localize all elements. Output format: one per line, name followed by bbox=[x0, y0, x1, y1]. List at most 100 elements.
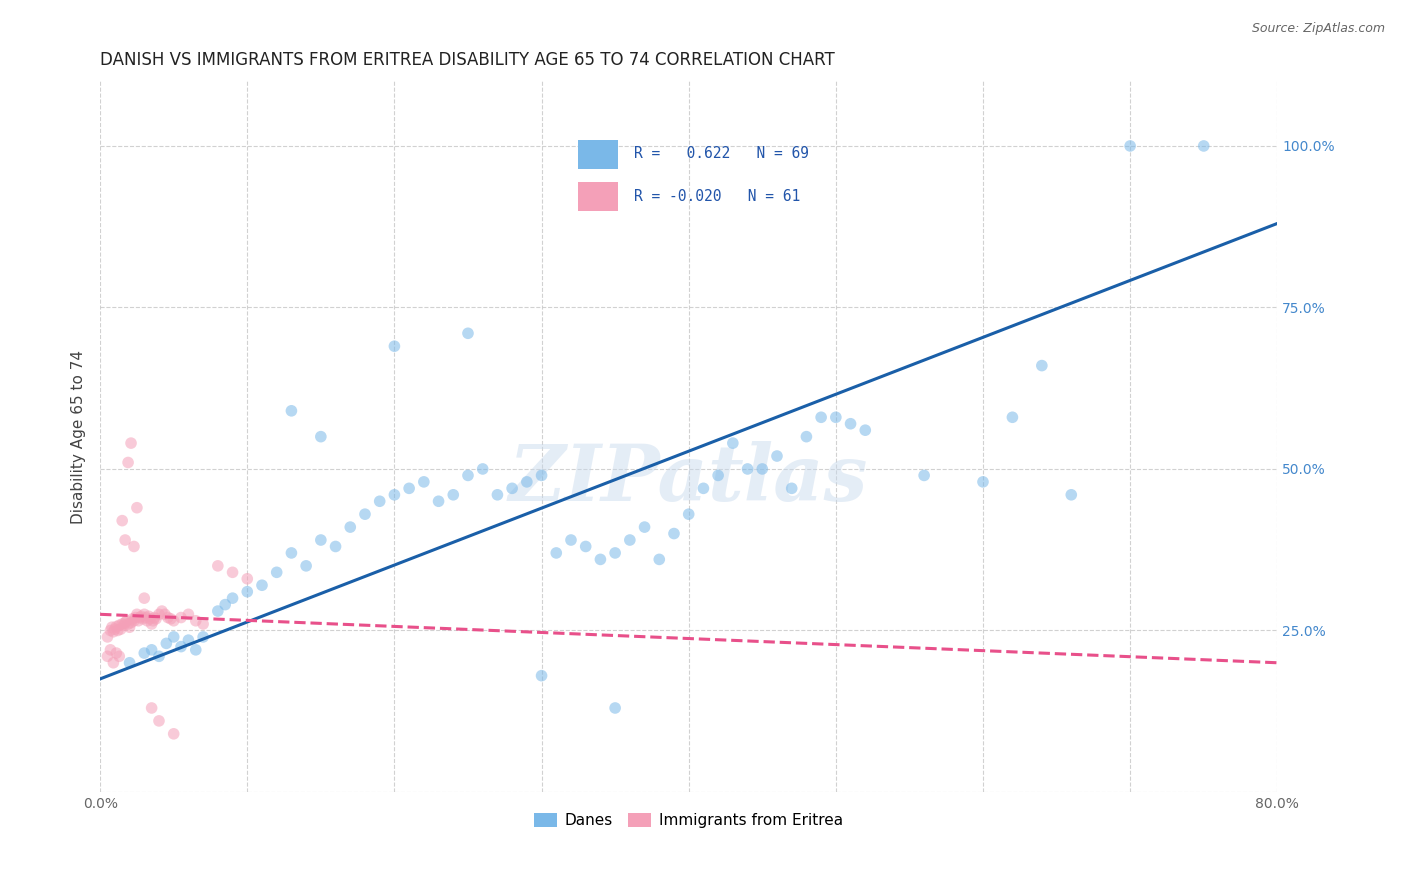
Point bbox=[810, 410, 832, 425]
Point bbox=[114, 615, 136, 630]
Point bbox=[236, 584, 259, 599]
Point bbox=[471, 462, 494, 476]
Point bbox=[191, 630, 214, 644]
Point bbox=[118, 656, 141, 670]
Point bbox=[662, 526, 685, 541]
Point bbox=[221, 566, 243, 580]
Point bbox=[501, 481, 523, 495]
Point bbox=[1001, 410, 1024, 425]
Point bbox=[134, 607, 156, 622]
Point bbox=[170, 610, 193, 624]
Point bbox=[141, 617, 163, 632]
Point bbox=[605, 546, 627, 560]
Point bbox=[560, 533, 582, 547]
Point bbox=[737, 462, 759, 476]
Point bbox=[309, 430, 332, 444]
Point bbox=[125, 607, 148, 622]
Point bbox=[721, 436, 744, 450]
Point bbox=[384, 488, 406, 502]
Point bbox=[145, 612, 167, 626]
Point bbox=[633, 520, 655, 534]
Point bbox=[853, 423, 876, 437]
Point bbox=[132, 612, 155, 626]
Point bbox=[325, 540, 347, 554]
Point bbox=[115, 614, 138, 628]
Point bbox=[101, 620, 124, 634]
Point bbox=[912, 468, 935, 483]
Point bbox=[972, 475, 994, 489]
Point bbox=[589, 552, 612, 566]
Point bbox=[110, 622, 132, 636]
Point bbox=[163, 614, 186, 628]
Point bbox=[441, 488, 464, 502]
Point bbox=[824, 410, 846, 425]
Point bbox=[139, 612, 162, 626]
Point bbox=[114, 533, 136, 547]
Point bbox=[214, 598, 236, 612]
Point bbox=[309, 533, 332, 547]
Point bbox=[104, 622, 127, 636]
Point bbox=[575, 540, 598, 554]
Point bbox=[122, 540, 145, 554]
Point bbox=[96, 649, 118, 664]
Point bbox=[221, 591, 243, 606]
Point bbox=[1192, 139, 1215, 153]
Point bbox=[141, 701, 163, 715]
Point bbox=[159, 612, 181, 626]
Point bbox=[117, 617, 139, 632]
Point bbox=[124, 610, 146, 624]
Point bbox=[142, 614, 165, 628]
Point bbox=[796, 430, 818, 444]
Point bbox=[156, 610, 179, 624]
Point bbox=[839, 417, 862, 431]
Point bbox=[163, 630, 186, 644]
Point bbox=[136, 614, 159, 628]
Point bbox=[117, 455, 139, 469]
Point bbox=[177, 607, 200, 622]
Point bbox=[250, 578, 273, 592]
Point bbox=[398, 481, 420, 495]
Point bbox=[236, 572, 259, 586]
Point bbox=[751, 462, 773, 476]
Point bbox=[111, 617, 134, 632]
Point bbox=[1119, 139, 1142, 153]
Point bbox=[427, 494, 450, 508]
Point bbox=[1031, 359, 1053, 373]
Point bbox=[280, 546, 302, 560]
Point bbox=[605, 701, 627, 715]
Legend: Danes, Immigrants from Eritrea: Danes, Immigrants from Eritrea bbox=[529, 806, 849, 834]
Point bbox=[148, 649, 170, 664]
Point bbox=[170, 640, 193, 654]
Point bbox=[127, 614, 149, 628]
Point bbox=[105, 646, 128, 660]
Point bbox=[177, 633, 200, 648]
Text: ZIPatlas: ZIPatlas bbox=[509, 441, 869, 517]
Point bbox=[148, 714, 170, 728]
Point bbox=[184, 643, 207, 657]
Point bbox=[191, 617, 214, 632]
Point bbox=[546, 546, 568, 560]
Point bbox=[766, 449, 789, 463]
Point bbox=[207, 558, 229, 573]
Point bbox=[100, 643, 122, 657]
Point bbox=[457, 468, 479, 483]
Point bbox=[128, 610, 150, 624]
Point bbox=[125, 500, 148, 515]
Point bbox=[354, 507, 377, 521]
Point bbox=[163, 727, 186, 741]
Point bbox=[134, 646, 156, 660]
Point bbox=[112, 618, 135, 632]
Point bbox=[148, 607, 170, 622]
Point bbox=[120, 436, 142, 450]
Point bbox=[692, 481, 714, 495]
Point bbox=[96, 630, 118, 644]
Point bbox=[100, 624, 122, 638]
Point bbox=[122, 614, 145, 628]
Y-axis label: Disability Age 65 to 74: Disability Age 65 to 74 bbox=[72, 350, 86, 524]
Point bbox=[207, 604, 229, 618]
Point bbox=[138, 609, 160, 624]
Point bbox=[486, 488, 509, 502]
Point bbox=[516, 475, 538, 489]
Point bbox=[1060, 488, 1083, 502]
Point bbox=[619, 533, 641, 547]
